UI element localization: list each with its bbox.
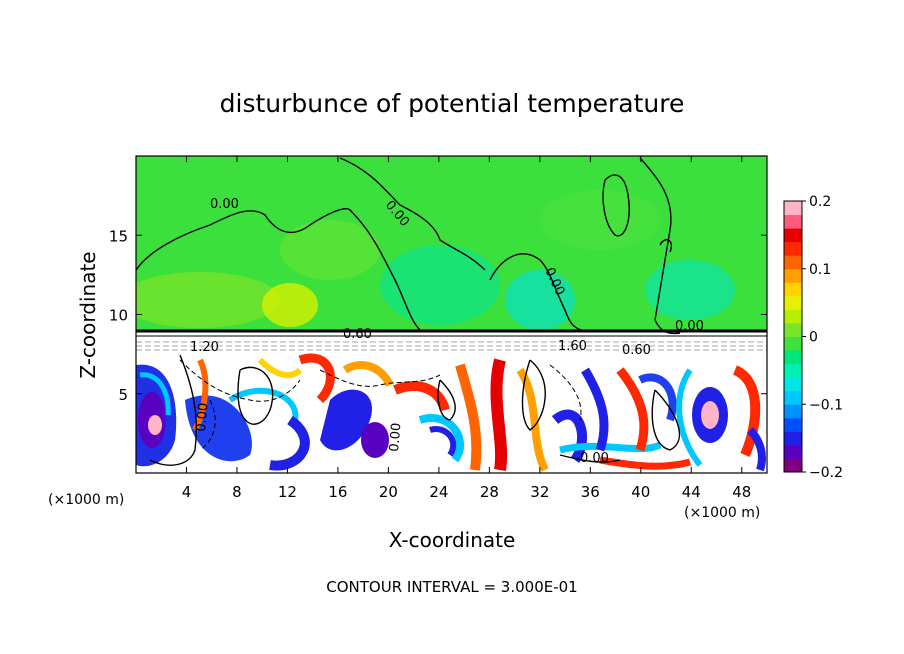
- colorbar-labels: 0.2 0.1 0 −0.1 −0.2: [802, 194, 843, 481]
- contour-lines: [136, 157, 681, 466]
- contour-label: 0.60: [343, 327, 372, 342]
- y-tick-label: 10: [109, 307, 128, 325]
- contour-label: 1.60: [558, 339, 587, 354]
- colorbar-tick-label: −0.2: [809, 465, 843, 481]
- colorbar-swatch: [784, 241, 802, 256]
- colorbar-swatch: [784, 431, 802, 446]
- colorbar-swatch: [784, 322, 802, 337]
- colorbar-swatch: [784, 377, 802, 392]
- contour-label: 0.00: [210, 197, 239, 212]
- contour-label: 1.20: [190, 340, 219, 355]
- colorbar-tick-label: −0.1: [809, 397, 843, 413]
- colorbar-swatch: [784, 282, 802, 297]
- contour-label: 0.00: [387, 422, 404, 452]
- colorbar-swatch: [784, 390, 802, 405]
- x-axis: 4 8 12 16 20 24 28 32 36 40 44 48: [182, 156, 751, 501]
- plot-area: 0.00 0.00 0.00 0.00 0.00 0.60 1.20 1.60 …: [136, 156, 767, 473]
- colorbar-swatch: [784, 268, 802, 283]
- x-unit-right: (×1000 m): [684, 505, 760, 521]
- colorbar: [783, 200, 803, 473]
- colorbar-swatch: [784, 444, 802, 459]
- x-tick-label: 40: [631, 483, 650, 501]
- y-axis: 5 10 15: [109, 227, 767, 404]
- colorbar-swatch: [784, 201, 802, 216]
- colorbar-swatch: [784, 404, 802, 419]
- y-tick-label: 15: [109, 227, 128, 245]
- colorbar-tick-label: 0: [809, 330, 818, 346]
- colorbar-swatch: [784, 255, 802, 270]
- interface-band: [136, 337, 767, 353]
- x-tick-label: 12: [278, 483, 297, 501]
- x-tick-label: 36: [581, 483, 600, 501]
- colorbar-swatch: [784, 363, 802, 378]
- x-tick-label: 16: [328, 483, 347, 501]
- colorbar-swatch: [784, 417, 802, 432]
- contour-label: 0.60: [622, 343, 651, 358]
- colorbar-swatch: [784, 295, 802, 310]
- x-tick-label: 24: [429, 483, 448, 501]
- chart-title: disturbunce of potential temperature: [220, 89, 685, 118]
- y-tick-label: 5: [118, 386, 128, 404]
- y-axis-label: Z-coordinate: [76, 251, 100, 378]
- colorbar-swatch: [784, 336, 802, 351]
- colorbar-tick-label: 0.1: [809, 262, 831, 278]
- contour-label: 0.00: [580, 451, 609, 466]
- x-unit-left: (×1000 m): [48, 492, 124, 508]
- colorbar-swatch: [784, 214, 802, 229]
- x-tick-label: 32: [530, 483, 549, 501]
- colorbar-swatch: [784, 458, 802, 473]
- contour-lines-dashed: [179, 359, 582, 451]
- colorbar-tick-label: 0.2: [809, 194, 831, 210]
- x-tick-label: 48: [732, 483, 751, 501]
- lower-field-blobs: [136, 353, 766, 472]
- x-axis-label: X-coordinate: [389, 528, 516, 552]
- x-tick-label: 4: [182, 483, 192, 501]
- x-tick-label: 28: [480, 483, 499, 501]
- x-tick-label: 44: [682, 483, 701, 501]
- x-tick-label: 20: [379, 483, 398, 501]
- contour-label: 0.00: [675, 319, 704, 334]
- colorbar-swatch: [784, 350, 802, 365]
- colorbar-swatch: [784, 228, 802, 243]
- colorbar-swatch: [784, 309, 802, 324]
- x-tick-label: 8: [232, 483, 242, 501]
- contour-interval-note: CONTOUR INTERVAL = 3.000E-01: [326, 578, 577, 596]
- contour-label: 0.00: [194, 402, 211, 432]
- upper-field-patches: [136, 190, 735, 330]
